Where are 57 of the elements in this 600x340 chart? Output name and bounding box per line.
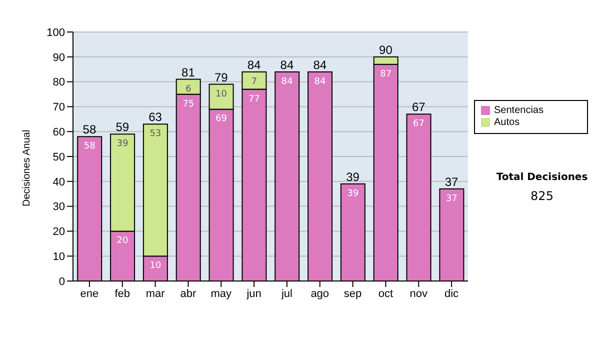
x-tick-label: mar: [146, 288, 166, 300]
total-label: 37: [444, 174, 459, 189]
data-label: 77: [248, 94, 260, 104]
x-tick-label: may: [210, 288, 232, 300]
text: 825: [530, 189, 554, 203]
total-label: 84: [247, 58, 262, 72]
y-tick-label: 50: [52, 151, 65, 164]
data-label: 37: [446, 194, 458, 204]
y-tick-label: 90: [52, 52, 65, 64]
y-tick-label: 10: [52, 251, 65, 264]
data-label: 67: [413, 119, 424, 130]
total-label: 81: [182, 65, 196, 80]
y-tick-label: 0: [58, 276, 65, 288]
y-tick-label: 70: [52, 102, 65, 114]
x-tick-label: nov: [410, 288, 428, 300]
data-label: 58: [84, 142, 96, 152]
x-tick-label: jun: [246, 288, 262, 300]
y-tick-label: 100: [46, 26, 65, 39]
data-label: 69: [216, 114, 228, 124]
text: Total Decisiones: [495, 172, 589, 183]
x-tick-label: dic: [444, 288, 460, 300]
total-label: 84: [313, 58, 327, 72]
y-tick-label: 20: [52, 226, 65, 238]
total-label: 63: [148, 110, 162, 124]
total-label: 58: [82, 122, 96, 137]
total-label: 39: [346, 170, 360, 184]
total-label: 79: [214, 70, 228, 84]
data-label: 7: [251, 76, 258, 87]
legend-label: Autos: [494, 117, 520, 128]
data-label: 87: [380, 69, 392, 80]
data-label: 84: [314, 76, 326, 87]
data-label: 6: [185, 84, 192, 94]
data-label: 84: [281, 76, 294, 87]
x-tick-label: abr: [180, 288, 196, 300]
total-label: 67: [412, 100, 426, 114]
data-label: 75: [182, 99, 194, 110]
total-label: 84: [280, 58, 294, 72]
x-tick-label: sep: [344, 288, 362, 300]
total-label: 59: [116, 120, 130, 134]
x-tick-label: feb: [114, 288, 130, 300]
x-tick-label: oct: [378, 288, 394, 300]
y-tick-label: 30: [52, 201, 65, 214]
total-label: 90: [379, 42, 393, 57]
data-label: 10: [150, 261, 162, 272]
x-tick-label: ago: [310, 288, 330, 300]
legend-label: Sentencias: [494, 105, 544, 116]
y-tick-label: 80: [52, 76, 65, 89]
y-tick-label: 60: [52, 126, 65, 139]
y-axis-title: Decisiones Anual: [22, 130, 33, 206]
x-tick-label: ene: [80, 288, 99, 300]
data-label: 39: [347, 188, 359, 199]
data-label: 39: [116, 139, 129, 150]
x-tick-label: jul: [280, 288, 292, 300]
y-tick-label: 40: [52, 176, 65, 188]
data-label: 53: [150, 129, 162, 140]
data-label: 10: [216, 89, 228, 100]
data-label: 20: [116, 236, 129, 246]
